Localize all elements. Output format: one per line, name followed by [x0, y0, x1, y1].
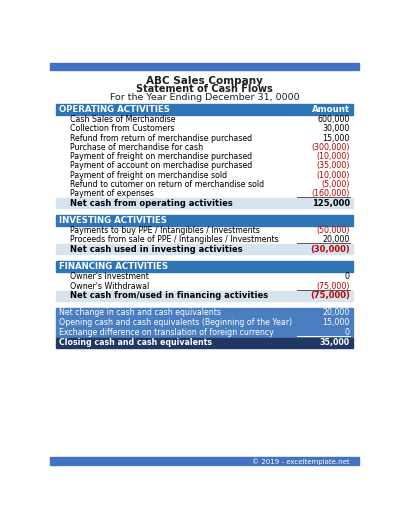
Text: 35,000: 35,000 — [320, 338, 350, 347]
Text: Proceeds from sale of PPE / Intangibles / Investments: Proceeds from sale of PPE / Intangibles … — [70, 235, 279, 244]
Text: Payment of account on merchadise purchased: Payment of account on merchadise purchas… — [70, 162, 252, 170]
Text: (75,000): (75,000) — [316, 281, 350, 291]
Text: Purchase of merchandise for cash: Purchase of merchandise for cash — [70, 143, 203, 152]
Text: (160,000): (160,000) — [312, 189, 350, 198]
Bar — [56, 244, 353, 255]
Text: Net cash from operating activities: Net cash from operating activities — [70, 199, 233, 208]
Text: Payment of expenses: Payment of expenses — [70, 189, 154, 198]
Text: Net cash used in investing activities: Net cash used in investing activities — [70, 245, 243, 254]
Text: Collection from Customers: Collection from Customers — [70, 124, 174, 133]
Text: (30,000): (30,000) — [310, 245, 350, 254]
Bar — [50, 457, 359, 465]
Text: 0: 0 — [345, 272, 350, 281]
Text: For the Year Ending December 31, 0000: For the Year Ending December 31, 0000 — [110, 93, 299, 102]
Text: Refund to cutomer on return of merchandise sold: Refund to cutomer on return of merchandi… — [70, 180, 264, 189]
Text: Net change in cash and cash equivalents: Net change in cash and cash equivalents — [59, 308, 221, 317]
Text: (75,000): (75,000) — [310, 291, 350, 300]
Text: (300,000): (300,000) — [312, 143, 350, 152]
Text: OPERATING ACTIVITIES: OPERATING ACTIVITIES — [59, 105, 170, 114]
Text: 0: 0 — [345, 328, 350, 337]
Text: Payments to buy PPE / Intangibles / Investments: Payments to buy PPE / Intangibles / Inve… — [70, 226, 260, 235]
Text: Owner's Withdrawal: Owner's Withdrawal — [70, 281, 149, 291]
Bar — [50, 63, 359, 71]
Text: Amount: Amount — [312, 105, 350, 114]
Text: Exchange difference on translation of foreign currency: Exchange difference on translation of fo… — [59, 328, 274, 337]
Bar — [56, 317, 353, 327]
Text: 30,000: 30,000 — [322, 124, 350, 133]
Text: Opening cash and cash equivalents (Beginning of the Year): Opening cash and cash equivalents (Begin… — [59, 318, 292, 327]
Text: (50,000): (50,000) — [316, 226, 350, 235]
Text: Cash Sales of Merchandise: Cash Sales of Merchandise — [70, 115, 176, 124]
Text: 20,000: 20,000 — [322, 308, 350, 317]
Text: FINANCING ACTIVITIES: FINANCING ACTIVITIES — [59, 263, 168, 271]
Text: © 2019 - exceltemplate.net: © 2019 - exceltemplate.net — [252, 458, 350, 464]
Text: (10,000): (10,000) — [316, 170, 350, 180]
Text: Payment of freight on merchandise sold: Payment of freight on merchandise sold — [70, 170, 227, 180]
Text: 15,000: 15,000 — [322, 318, 350, 327]
Bar — [56, 262, 353, 272]
Text: ABC Sales Company: ABC Sales Company — [146, 76, 263, 86]
Text: (5,000): (5,000) — [322, 180, 350, 189]
Text: 125,000: 125,000 — [312, 199, 350, 208]
Text: INVESTING ACTIVITIES: INVESTING ACTIVITIES — [59, 216, 167, 225]
Text: Net cash from/used in financing activities: Net cash from/used in financing activiti… — [70, 291, 268, 300]
Bar — [56, 327, 353, 338]
Bar — [56, 198, 353, 208]
Bar — [56, 291, 353, 301]
Text: Owner's Investment: Owner's Investment — [70, 272, 149, 281]
Text: 15,000: 15,000 — [322, 134, 350, 143]
Text: 600,000: 600,000 — [318, 115, 350, 124]
Text: Statement of Cash Flows: Statement of Cash Flows — [136, 84, 273, 94]
Bar — [56, 215, 353, 226]
Bar — [56, 105, 353, 115]
Text: (10,000): (10,000) — [316, 152, 350, 161]
Text: Refund from return of merchandise purchased: Refund from return of merchandise purcha… — [70, 134, 252, 143]
Text: Payment of freight on merchandise purchased: Payment of freight on merchandise purcha… — [70, 152, 252, 161]
Text: Closing cash and cash equivalents: Closing cash and cash equivalents — [59, 338, 212, 347]
Bar — [56, 338, 353, 348]
Text: (35,000): (35,000) — [316, 162, 350, 170]
Text: 20,000: 20,000 — [322, 235, 350, 244]
Bar — [56, 308, 353, 317]
